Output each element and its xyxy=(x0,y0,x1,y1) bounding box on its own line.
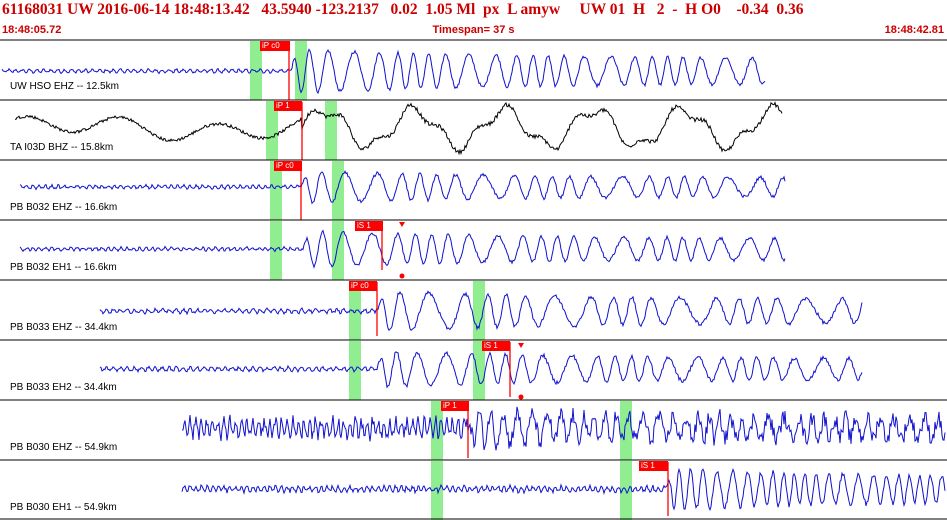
end-time: 18:48:42.81 xyxy=(884,24,944,36)
channel-row[interactable] xyxy=(19,161,786,220)
channel-label: PB B033 EH2 -- 34.4km xyxy=(10,382,117,393)
pick-label[interactable]: iS 1 xyxy=(355,221,383,231)
pick-label[interactable]: iP c0 xyxy=(274,161,302,171)
pick-label[interactable]: iP 1 xyxy=(441,401,469,411)
marker-dot xyxy=(399,273,405,279)
pick-window xyxy=(325,101,337,160)
waveform-trace xyxy=(181,467,946,512)
channel-row[interactable] xyxy=(99,281,863,340)
pick-window xyxy=(332,221,344,280)
event-header: 61168031 UW 2016-06-14 18:48:13.42 43.59… xyxy=(0,0,947,38)
waveform-trace xyxy=(19,169,786,205)
channel-row[interactable] xyxy=(14,101,783,160)
pick-label[interactable]: iP c0 xyxy=(349,281,377,291)
waveform-trace xyxy=(14,101,783,156)
marker-dot xyxy=(518,394,524,400)
channel-row[interactable] xyxy=(19,221,786,280)
waveform-trace xyxy=(99,290,863,332)
pick-label[interactable]: iS 1 xyxy=(482,341,510,351)
pick-window xyxy=(620,401,632,460)
pick-label[interactable]: iS 1 xyxy=(639,461,668,471)
event-summary-line: 61168031 UW 2016-06-14 18:48:13.42 43.59… xyxy=(2,1,804,18)
waveform-trace xyxy=(1,48,766,95)
channel-label: PB B032 EHZ -- 16.6km xyxy=(10,202,118,213)
pick-label[interactable]: iP 1 xyxy=(274,101,302,111)
pick-window xyxy=(349,281,361,340)
channel-row[interactable] xyxy=(1,41,766,100)
pick-window xyxy=(250,41,262,100)
waveform-trace xyxy=(19,229,786,269)
channel-label: PB B030 EHZ -- 54.9km xyxy=(10,442,118,453)
channel-label: PB B033 EHZ -- 34.4km xyxy=(10,322,118,333)
channel-label: UW HSO EHZ -- 12.5km xyxy=(10,81,119,92)
channel-label: PB B032 EH1 -- 16.6km xyxy=(10,262,117,273)
pick-window xyxy=(473,341,485,400)
pick-window xyxy=(266,101,278,160)
channel-row[interactable] xyxy=(181,401,946,460)
channel-row[interactable] xyxy=(99,341,863,400)
channel-label: TA I03D BHZ -- 15.8km xyxy=(10,142,114,153)
pick-window xyxy=(270,161,282,220)
start-time: 18:48:05.72 xyxy=(2,24,62,36)
pick-window xyxy=(295,41,307,100)
pick-window xyxy=(431,461,443,520)
channel-row[interactable] xyxy=(181,461,946,520)
marker-triangle xyxy=(399,222,405,227)
channel-label: PB B030 EH1 -- 54.9km xyxy=(10,502,117,513)
pick-window xyxy=(332,161,344,220)
pick-label[interactable]: iP c0 xyxy=(260,41,290,51)
waveform-trace xyxy=(99,350,863,389)
waveform-trace xyxy=(181,406,946,451)
pick-window xyxy=(270,221,282,280)
timespan: Timespan= 37 s xyxy=(432,24,515,36)
marker-triangle xyxy=(518,343,524,348)
